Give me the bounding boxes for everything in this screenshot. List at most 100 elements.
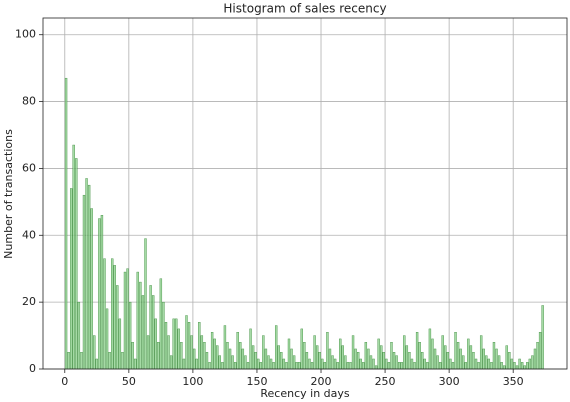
bar [144, 238, 147, 370]
y-tick-label: 0 [29, 362, 36, 375]
bar [318, 352, 321, 370]
bar [533, 348, 537, 370]
bar [95, 358, 98, 370]
bar [298, 362, 301, 370]
bar [180, 342, 183, 370]
bar [257, 358, 260, 370]
bar [200, 335, 204, 370]
x-tick-label: 50 [122, 375, 136, 388]
bar [469, 345, 473, 370]
bar [259, 362, 262, 370]
plot-frame [42, 17, 568, 370]
bar [385, 358, 388, 370]
bar [333, 358, 337, 370]
bar [226, 342, 229, 370]
bar [490, 362, 493, 370]
bar [262, 335, 265, 370]
bar [421, 352, 424, 370]
bar [495, 348, 498, 370]
bar [369, 355, 373, 370]
bar [274, 325, 278, 370]
bar [387, 362, 391, 370]
bar [441, 335, 444, 370]
bar [356, 352, 360, 370]
bar [172, 318, 175, 370]
bar [364, 342, 368, 370]
bar [444, 345, 447, 370]
bar [446, 352, 450, 370]
bar [485, 355, 488, 370]
bar [128, 301, 132, 370]
bar [405, 345, 409, 370]
bar [413, 362, 416, 370]
bar [67, 352, 70, 370]
bar [162, 301, 165, 370]
bar [310, 362, 314, 370]
bar [305, 352, 309, 370]
bar [520, 362, 524, 370]
bar [377, 338, 380, 370]
bar [146, 335, 150, 370]
bar [295, 362, 298, 370]
bar [167, 335, 170, 370]
bar [349, 362, 352, 370]
x-tick-label: 350 [503, 375, 524, 388]
bar [313, 335, 316, 370]
bar [205, 352, 209, 370]
bar [221, 362, 224, 370]
bar [213, 338, 216, 370]
bar [228, 348, 232, 370]
bar [408, 352, 411, 370]
bar [380, 345, 383, 370]
bar [395, 355, 398, 370]
bar [531, 355, 534, 370]
bar [164, 322, 168, 370]
bar [474, 358, 478, 370]
bar [374, 365, 378, 370]
bar [80, 352, 83, 370]
bar [482, 348, 485, 370]
bar [526, 362, 529, 370]
bar [508, 352, 511, 370]
bar [239, 342, 242, 370]
bar [121, 352, 124, 370]
bar [185, 315, 188, 370]
bar [103, 258, 106, 370]
bar [339, 338, 342, 370]
bar [108, 352, 111, 370]
bar [390, 342, 393, 370]
bar [105, 308, 109, 370]
bar [477, 362, 480, 370]
bar [75, 158, 78, 370]
bar [82, 194, 86, 370]
bar [64, 77, 68, 370]
bar [308, 358, 311, 370]
bar [538, 332, 542, 370]
bar [362, 362, 365, 370]
bar [451, 362, 455, 370]
bar [70, 188, 73, 370]
bar [431, 338, 434, 370]
bar [292, 355, 296, 370]
bar [459, 348, 462, 370]
bar [85, 178, 88, 370]
bar [423, 358, 426, 370]
x-tick-label: 100 [182, 375, 203, 388]
bar [246, 362, 250, 370]
x-tick-label: 300 [439, 375, 460, 388]
bar [403, 335, 406, 370]
y-tick-label: 40 [22, 228, 36, 241]
bar [454, 332, 457, 370]
bar [277, 345, 280, 370]
bar [116, 285, 119, 370]
bar [372, 358, 375, 370]
bar [87, 184, 91, 370]
bar [518, 358, 521, 370]
bar [154, 318, 157, 370]
bar [93, 335, 96, 370]
bar [77, 301, 81, 370]
bar [282, 358, 286, 370]
bar [195, 358, 198, 370]
bar [392, 352, 396, 370]
bar [346, 362, 350, 370]
